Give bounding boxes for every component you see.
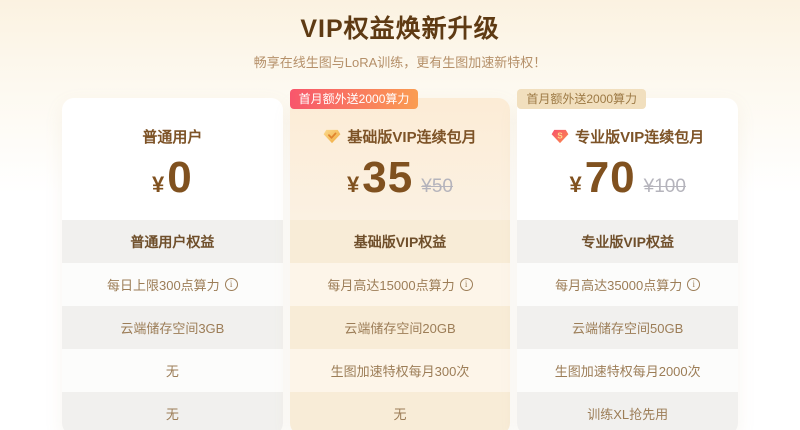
benefit-row: 训练XL抢先用 <box>517 392 739 430</box>
plan-card-basic-vip[interactable]: 首月额外送2000算力 <box>289 89 511 430</box>
price-value: 0 <box>167 153 193 202</box>
promo-badge: 首月额外送2000算力 <box>517 89 647 109</box>
original-price: ¥50 <box>421 176 453 197</box>
benefit-text: 云端储存空间3GB <box>120 321 225 336</box>
page-subtitle: 畅享在线生图与LoRA训练，更有生图加速新特权！ <box>253 55 547 70</box>
plan-name: 专业版VIP连续包月 <box>575 129 705 146</box>
plans-comparison-table: 普通用户 ¥ 0 普通用户权益 每日上限300点算力 i 云端储存空间3GB 无… <box>0 89 800 430</box>
plan-card-basic-header: 基础版VIP连续包月 ¥ 35 ¥50 <box>289 98 511 220</box>
benefit-row: 每月高达15000点算力 i <box>289 263 511 306</box>
benefits-header: 普通用户权益 <box>62 220 283 263</box>
currency-symbol: ¥ <box>569 172 582 197</box>
pro-vip-gem-icon: S <box>551 129 569 144</box>
original-price: ¥100 <box>643 176 686 197</box>
page-title: VIP权益焕新升级 <box>300 15 500 43</box>
price: ¥ 0 <box>152 152 193 204</box>
currency-symbol: ¥ <box>347 172 360 197</box>
panel-header: VIP权益焕新升级 畅享在线生图与LoRA训练，更有生图加速新特权！ <box>0 0 800 71</box>
benefit-text: 无 <box>393 407 407 422</box>
benefit-text: 云端储存空间50GB <box>572 321 684 336</box>
benefit-text: 无 <box>165 364 179 379</box>
currency-symbol: ¥ <box>151 172 165 197</box>
plan-name: 普通用户 <box>142 129 203 146</box>
benefit-row: 云端储存空间3GB <box>62 306 283 349</box>
benefit-text: 生图加速特权每月300次 <box>330 364 470 379</box>
benefit-row: 云端储存空间20GB <box>289 306 511 349</box>
benefit-row: 每月高达35000点算力 i <box>517 263 739 306</box>
plan-card-pro-header: S 专业版VIP连续包月 ¥ 70 ¥100 <box>517 98 739 220</box>
benefit-text: 生图加速特权每月2000次 <box>554 364 701 379</box>
benefit-text: 无 <box>165 407 179 422</box>
benefits-header: 基础版VIP权益 <box>289 220 511 263</box>
info-icon[interactable]: i <box>687 278 701 291</box>
benefit-row: 无 <box>289 392 511 430</box>
plan-name: 基础版VIP连续包月 <box>347 129 477 146</box>
benefit-row: 生图加速特权每月2000次 <box>517 349 739 392</box>
price-value: 70 <box>584 153 636 202</box>
benefit-row: 无 <box>62 392 283 430</box>
price: ¥ 70 ¥100 <box>569 152 685 204</box>
basic-vip-gem-icon <box>323 129 341 144</box>
promo-badge: 首月额外送2000算力 <box>289 89 419 109</box>
benefits-header: 专业版VIP权益 <box>517 220 739 263</box>
plan-card-free-header: 普通用户 ¥ 0 <box>62 98 283 220</box>
price-value: 35 <box>362 153 414 202</box>
benefit-row: 每日上限300点算力 i <box>62 263 283 306</box>
benefit-row: 无 <box>62 349 283 392</box>
info-icon[interactable]: i <box>224 278 238 291</box>
benefit-text: 云端储存空间20GB <box>344 321 456 336</box>
benefit-row: 生图加速特权每月300次 <box>289 349 511 392</box>
price: ¥ 35 ¥50 <box>347 152 453 204</box>
benefit-row: 云端储存空间50GB <box>517 306 739 349</box>
benefit-text: 训练XL抢先用 <box>587 407 669 422</box>
svg-text:S: S <box>557 131 562 140</box>
info-icon[interactable]: i <box>459 278 473 291</box>
benefit-text: 每月高达35000点算力 <box>555 278 683 293</box>
plan-card-pro-vip[interactable]: 首月额外送2000算力 S <box>517 89 739 430</box>
plan-card-free[interactable]: 普通用户 ¥ 0 普通用户权益 每日上限300点算力 i 云端储存空间3GB 无… <box>62 98 283 430</box>
benefit-text: 每日上限300点算力 <box>106 278 220 293</box>
benefit-text: 每月高达15000点算力 <box>327 278 455 293</box>
